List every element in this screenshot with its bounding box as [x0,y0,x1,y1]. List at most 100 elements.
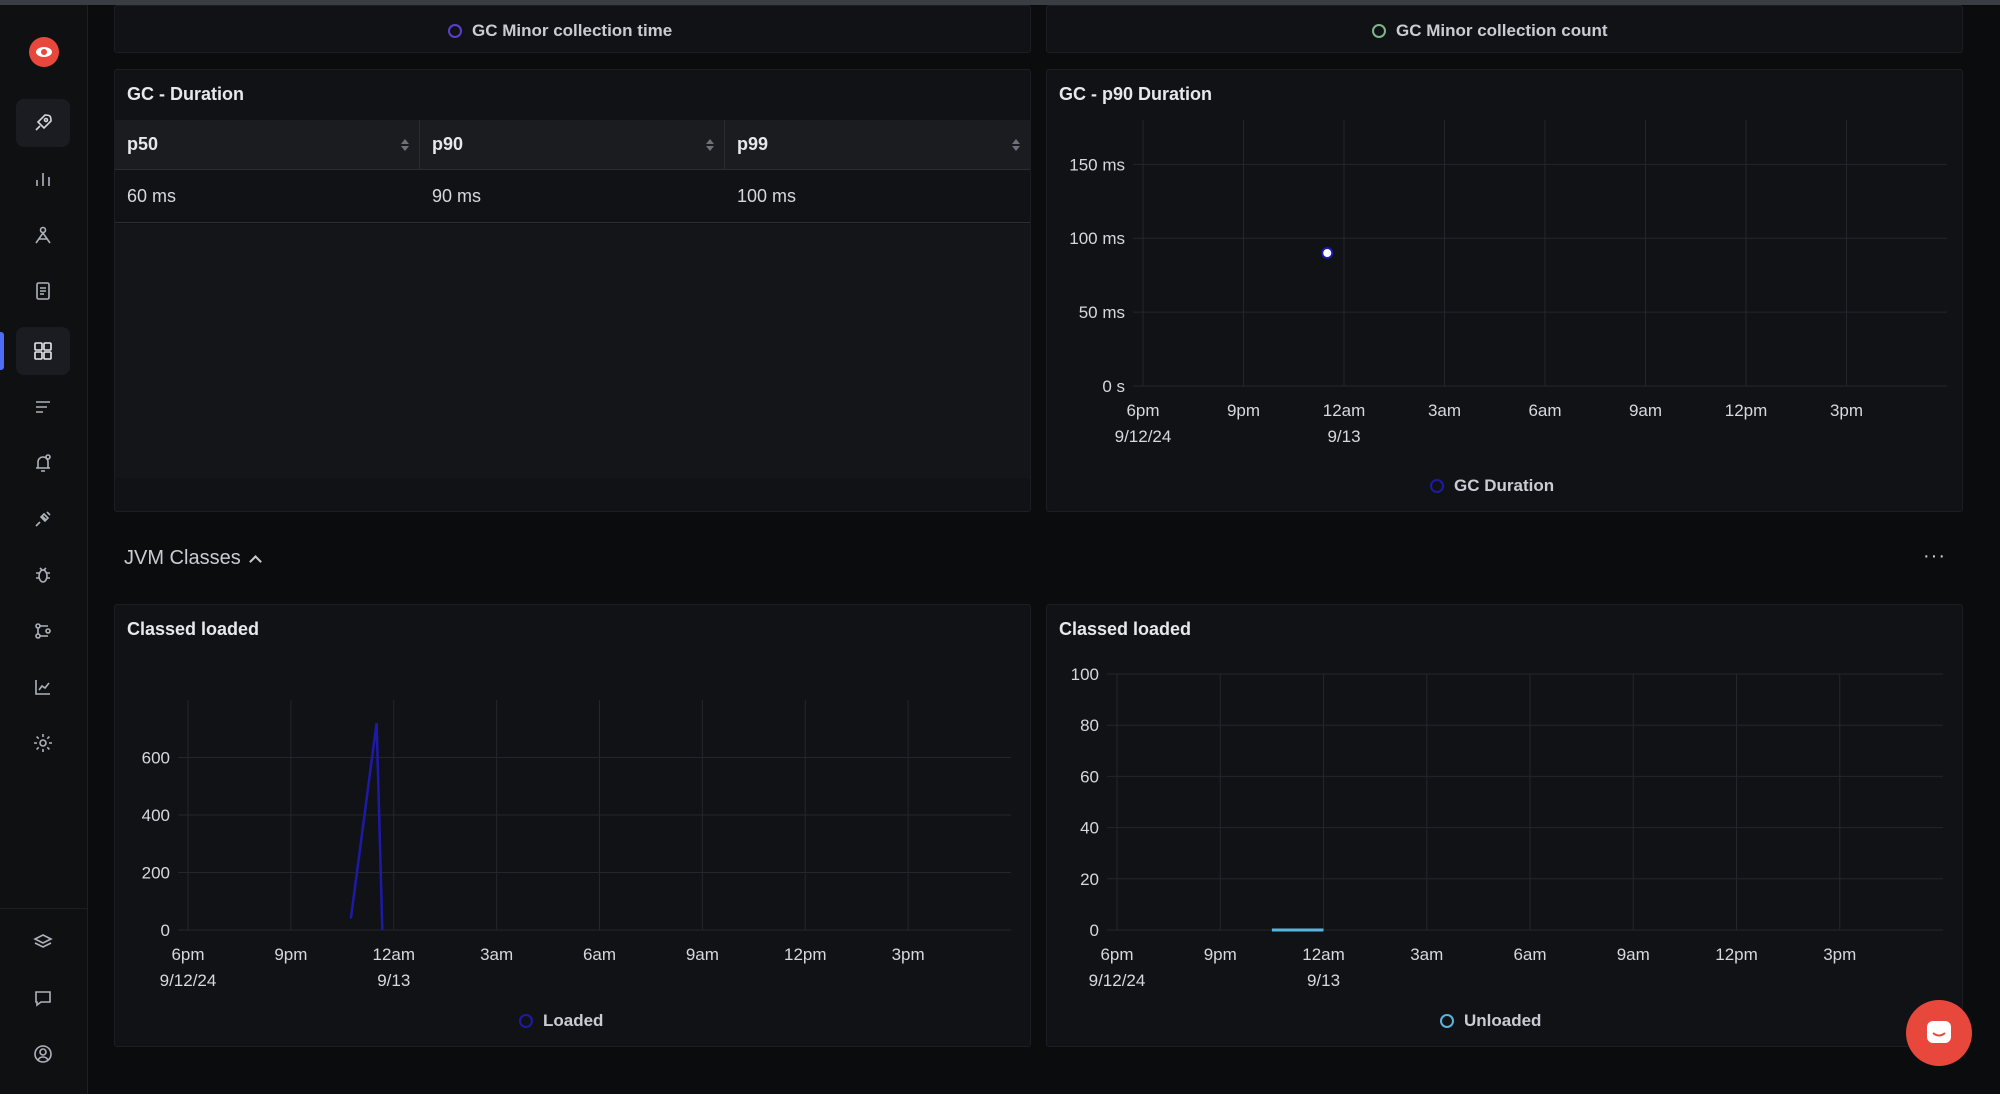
rocket-icon [35,114,52,131]
chat-icon [35,991,51,1007]
legend-gc-minor-count[interactable]: GC Minor collection count [1372,21,1608,41]
data-point[interactable] [1321,247,1334,259]
x-tick-label: 3pm [1823,945,1856,964]
sort-icon[interactable] [401,138,409,151]
y-tick-label: 40 [1080,819,1099,838]
exceptions-icon [36,567,50,583]
section-title[interactable]: JVM Classes [124,547,262,570]
sidebar-item-logs[interactable] [16,267,70,315]
legend-label: Loaded [543,1011,604,1030]
legend-label: GC Minor collection count [1396,21,1608,40]
x-tick-label: 12am [372,945,415,964]
panel-title: Classed loaded [127,619,260,639]
sidebar-item-usage[interactable] [16,663,70,711]
y-tick-label: 400 [142,806,170,825]
sidebar-item-pipelines[interactable] [16,607,70,655]
legend-dot [1372,24,1386,38]
sort-icon[interactable] [1012,138,1020,151]
x-tick-label: 9am [1629,401,1662,420]
y-tick-label: 0 [1090,921,1099,940]
x-tick-label: 3am [1428,401,1461,420]
sidebar-item-feedback[interactable] [16,974,70,1022]
sidebar-item-workspaces[interactable] [16,918,70,966]
table-cell: 60 ms [127,185,177,206]
y-tick-label: 200 [142,864,170,883]
legend-gc-duration[interactable]: GC Duration [1430,476,1554,496]
column-label: p50 [127,134,159,154]
table-cell: 100 ms [737,185,797,206]
column-header-p90[interactable]: p90 [420,120,725,169]
x-tick-label: 6am [1528,401,1561,420]
classes-unloaded-panel: Classed loaded 6pm 9/12/24 9pm 12am 9/13 3am 6… [1046,604,1963,1047]
x-tick-label: 9pm [1204,945,1237,964]
sidebar-item-settings[interactable] [16,719,70,767]
legend-dot [519,1014,533,1028]
legend-dot [1440,1014,1454,1028]
x-tick-label: 6am [1513,945,1546,964]
user-icon [34,1045,52,1063]
column-header-p50[interactable]: p50 [115,120,420,169]
sidebar-item-metrics-explorer[interactable] [16,155,70,203]
table-empty-area [115,224,1030,478]
sidebar-item-services[interactable] [16,99,70,147]
x-tick-label: 3am [1410,945,1443,964]
list-icon [36,401,50,413]
alerts-icon [36,454,51,472]
x-tick-label: 12pm [784,945,827,964]
metrics-icon [35,680,50,695]
sidebar-item-exceptions[interactable] [16,551,70,599]
sidebar-item-profile[interactable] [16,1030,70,1078]
layers-icon [33,934,53,948]
x-tick-label: 6pm [171,945,204,964]
logs-icon [36,282,50,300]
chevron-up-icon[interactable] [248,554,262,568]
x-tick-label: 6pm [1100,945,1133,964]
legend-unloaded[interactable]: Unloaded [1440,1011,1541,1031]
sidebar-item-integrations[interactable] [16,495,70,543]
x-tick-label: 9/12/24 [1089,971,1146,990]
x-tick-label: 6am [583,945,616,964]
classes-loaded-chart[interactable]: 6pm 9/12/24 9pm 12am 9/13 3am 6am 9am 12pm 3pm 0 20… [115,655,1030,995]
x-tick-label: 9/12/24 [160,971,217,990]
sidebar-item-alerts[interactable] [16,439,70,487]
window-top-border [0,0,2000,5]
y-tick-label: 0 s [1102,377,1125,396]
gc-p90-chart[interactable]: 6pm 9/12/24 9pm 12am 9/13 3am 6am 9am 12pm 3pm 0 s… [1047,120,1962,460]
y-tick-label: 100 [1071,665,1099,684]
section-title-text: JVM Classes [124,547,241,569]
column-label: p90 [432,134,464,154]
x-tick-label: 9am [686,945,719,964]
legend-gc-minor-time[interactable]: GC Minor collection time [448,21,672,41]
y-tick-label: 600 [142,749,170,768]
y-tick-label: 0 [161,921,170,940]
sidebar-item-dashboards[interactable] [16,327,70,375]
dashboards-icon [34,342,52,360]
brand-logo[interactable] [29,37,59,67]
y-tick-label: 60 [1080,767,1099,786]
x-tick-label: 9/13 [1327,427,1360,446]
x-tick-label: 12am [1323,401,1366,420]
table-header: p50 p90 p99 [115,120,1030,170]
jvm-classes-section-header[interactable]: JVM Classes ··· [114,527,1962,587]
column-header-p99[interactable]: p99 [725,120,1030,169]
gc-p90-panel: GC - p90 Duration 6pm 9/12/24 9pm 12am 9/13 3… [1046,69,1963,512]
sidebar-item-list[interactable] [16,383,70,431]
legend-label: Unloaded [1464,1011,1542,1030]
series-line[interactable] [349,722,384,931]
sort-icon[interactable] [706,138,714,151]
classes-unloaded-chart[interactable]: 6pm 9/12/24 9pm 12am 9/13 3am 6am 9am 12pm 3pm 0 20… [1047,655,1962,995]
support-chat-button[interactable] [1906,1000,1972,1066]
x-tick-label: 9am [1617,945,1650,964]
eye-icon [36,47,52,57]
legend-loaded[interactable]: Loaded [519,1011,603,1031]
sidebar-item-traces[interactable] [16,211,70,259]
settings-icon [34,734,52,752]
gc-minor-time-panel: GC Minor collection time [114,5,1031,53]
more-options-button[interactable]: ··· [1923,545,1946,567]
panel-title: Classed loaded [1059,619,1192,639]
gc-minor-count-panel: GC Minor collection count [1046,5,1963,53]
x-tick-label: 9/13 [377,971,410,990]
x-tick-label: 9/12/24 [1115,427,1172,446]
legend-dot [448,24,462,38]
y-tick-label: 150 ms [1069,155,1125,174]
